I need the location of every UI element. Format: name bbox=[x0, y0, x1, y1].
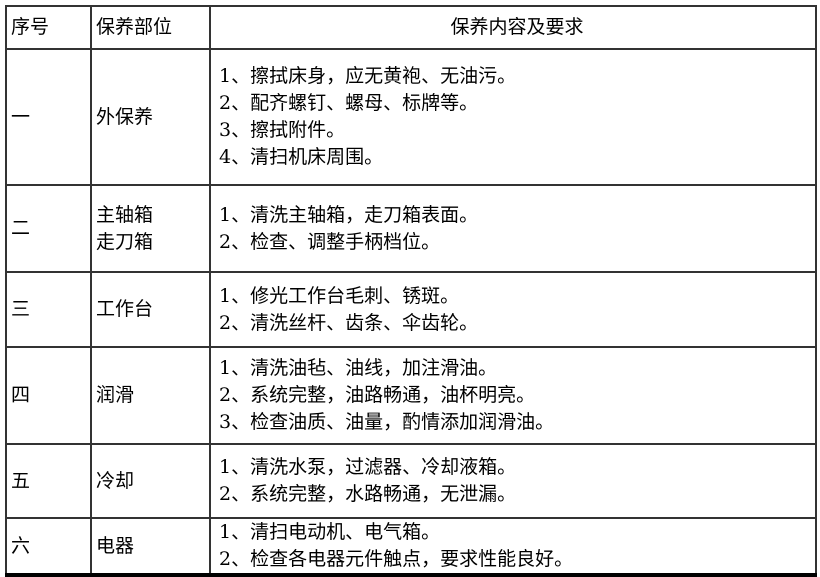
row-part: 主轴箱 走刀箱 bbox=[90, 184, 211, 273]
maintenance-table: 序号 保养部位 保养内容及要求 一 外保养 1、擦拭床身，应无黄袍、无油污。 2… bbox=[5, 5, 817, 577]
content-item: 2、检查、调整手柄档位。 bbox=[219, 230, 441, 253]
row-content: 1、修光工作台毛刺、锈斑。 2、清洗丝杆、齿条、伞齿轮。 bbox=[209, 271, 817, 348]
content-item: 1、清洗油毡、油线，加注滑油。 bbox=[219, 357, 498, 379]
row-part: 润滑 bbox=[90, 346, 211, 445]
row-part: 工作台 bbox=[90, 271, 211, 348]
content-item: 1、清洗水泵，过滤器、冷却液箱。 bbox=[219, 456, 517, 478]
part-line: 工作台 bbox=[96, 298, 154, 320]
row-content: 1、擦拭床身，应无黄袍、无油污。 2、配齐螺钉、螺母、标牌等。 3、擦拭附件。 … bbox=[209, 48, 817, 186]
header-no: 序号 bbox=[5, 5, 92, 50]
part-line: 主轴箱 bbox=[96, 203, 154, 226]
row-part: 外保养 bbox=[90, 48, 211, 186]
content-item: 1、清洗主轴箱，走刀箱表面。 bbox=[219, 203, 479, 226]
row-no: 四 bbox=[5, 346, 92, 445]
table-row: 一 外保养 1、擦拭床身，应无黄袍、无油污。 2、配齐螺钉、螺母、标牌等。 3、… bbox=[5, 48, 817, 186]
table-row: 五 冷却 1、清洗水泵，过滤器、冷却液箱。 2、系统完整，水路畅通，无泄漏。 bbox=[5, 443, 817, 519]
table-row: 四 润滑 1、清洗油毡、油线，加注滑油。 2、系统完整，油路畅通，油杯明亮。 3… bbox=[5, 346, 817, 445]
content-item: 4、清扫机床周围。 bbox=[219, 146, 384, 168]
part-line: 电器 bbox=[96, 534, 135, 557]
row-content: 1、清扫电动机、电气箱。 2、检查各电器元件触点，要求性能良好。 bbox=[209, 517, 817, 577]
table-row: 三 工作台 1、修光工作台毛刺、锈斑。 2、清洗丝杆、齿条、伞齿轮。 bbox=[5, 271, 817, 348]
content-item: 2、检查各电器元件触点，要求性能良好。 bbox=[219, 548, 574, 570]
table-row: 二 主轴箱 走刀箱 1、清洗主轴箱，走刀箱表面。 2、检查、调整手柄档位。 bbox=[5, 184, 817, 273]
row-content: 1、清洗主轴箱，走刀箱表面。 2、检查、调整手柄档位。 bbox=[209, 184, 817, 273]
part-line: 外保养 bbox=[96, 105, 154, 128]
table-row: 六 电器 1、清扫电动机、电气箱。 2、检查各电器元件触点，要求性能良好。 bbox=[5, 517, 817, 577]
content-item: 3、擦拭附件。 bbox=[219, 119, 346, 141]
content-item: 1、清扫电动机、电气箱。 bbox=[219, 521, 441, 543]
part-line: 冷却 bbox=[96, 469, 135, 492]
part-line: 走刀箱 bbox=[96, 230, 154, 253]
row-content: 1、清洗水泵，过滤器、冷却液箱。 2、系统完整，水路畅通，无泄漏。 bbox=[209, 443, 817, 519]
row-part: 电器 bbox=[90, 517, 211, 577]
part-line: 润滑 bbox=[96, 384, 135, 406]
row-no: 一 bbox=[5, 48, 92, 186]
table-header-row: 序号 保养部位 保养内容及要求 bbox=[5, 5, 817, 50]
row-no: 二 bbox=[5, 184, 92, 273]
content-item: 1、修光工作台毛刺、锈斑。 bbox=[219, 284, 460, 307]
content-item: 2、系统完整，水路畅通，无泄漏。 bbox=[219, 483, 517, 505]
content-item: 2、清洗丝杆、齿条、伞齿轮。 bbox=[219, 311, 479, 334]
row-content: 1、清洗油毡、油线，加注滑油。 2、系统完整，油路畅通，油杯明亮。 3、检查油质… bbox=[209, 346, 817, 445]
row-no: 六 bbox=[5, 517, 92, 577]
row-no: 五 bbox=[5, 443, 92, 519]
row-no: 三 bbox=[5, 271, 92, 348]
content-item: 1、擦拭床身，应无黄袍、无油污。 bbox=[219, 65, 517, 87]
header-part: 保养部位 bbox=[90, 5, 211, 50]
row-part: 冷却 bbox=[90, 443, 211, 519]
header-content: 保养内容及要求 bbox=[209, 5, 817, 50]
content-item: 2、系统完整，油路畅通，油杯明亮。 bbox=[219, 384, 536, 406]
content-item: 2、配齐螺钉、螺母、标牌等。 bbox=[219, 92, 479, 114]
content-item: 3、检查油质、油量，酌情添加润滑油。 bbox=[219, 411, 555, 433]
